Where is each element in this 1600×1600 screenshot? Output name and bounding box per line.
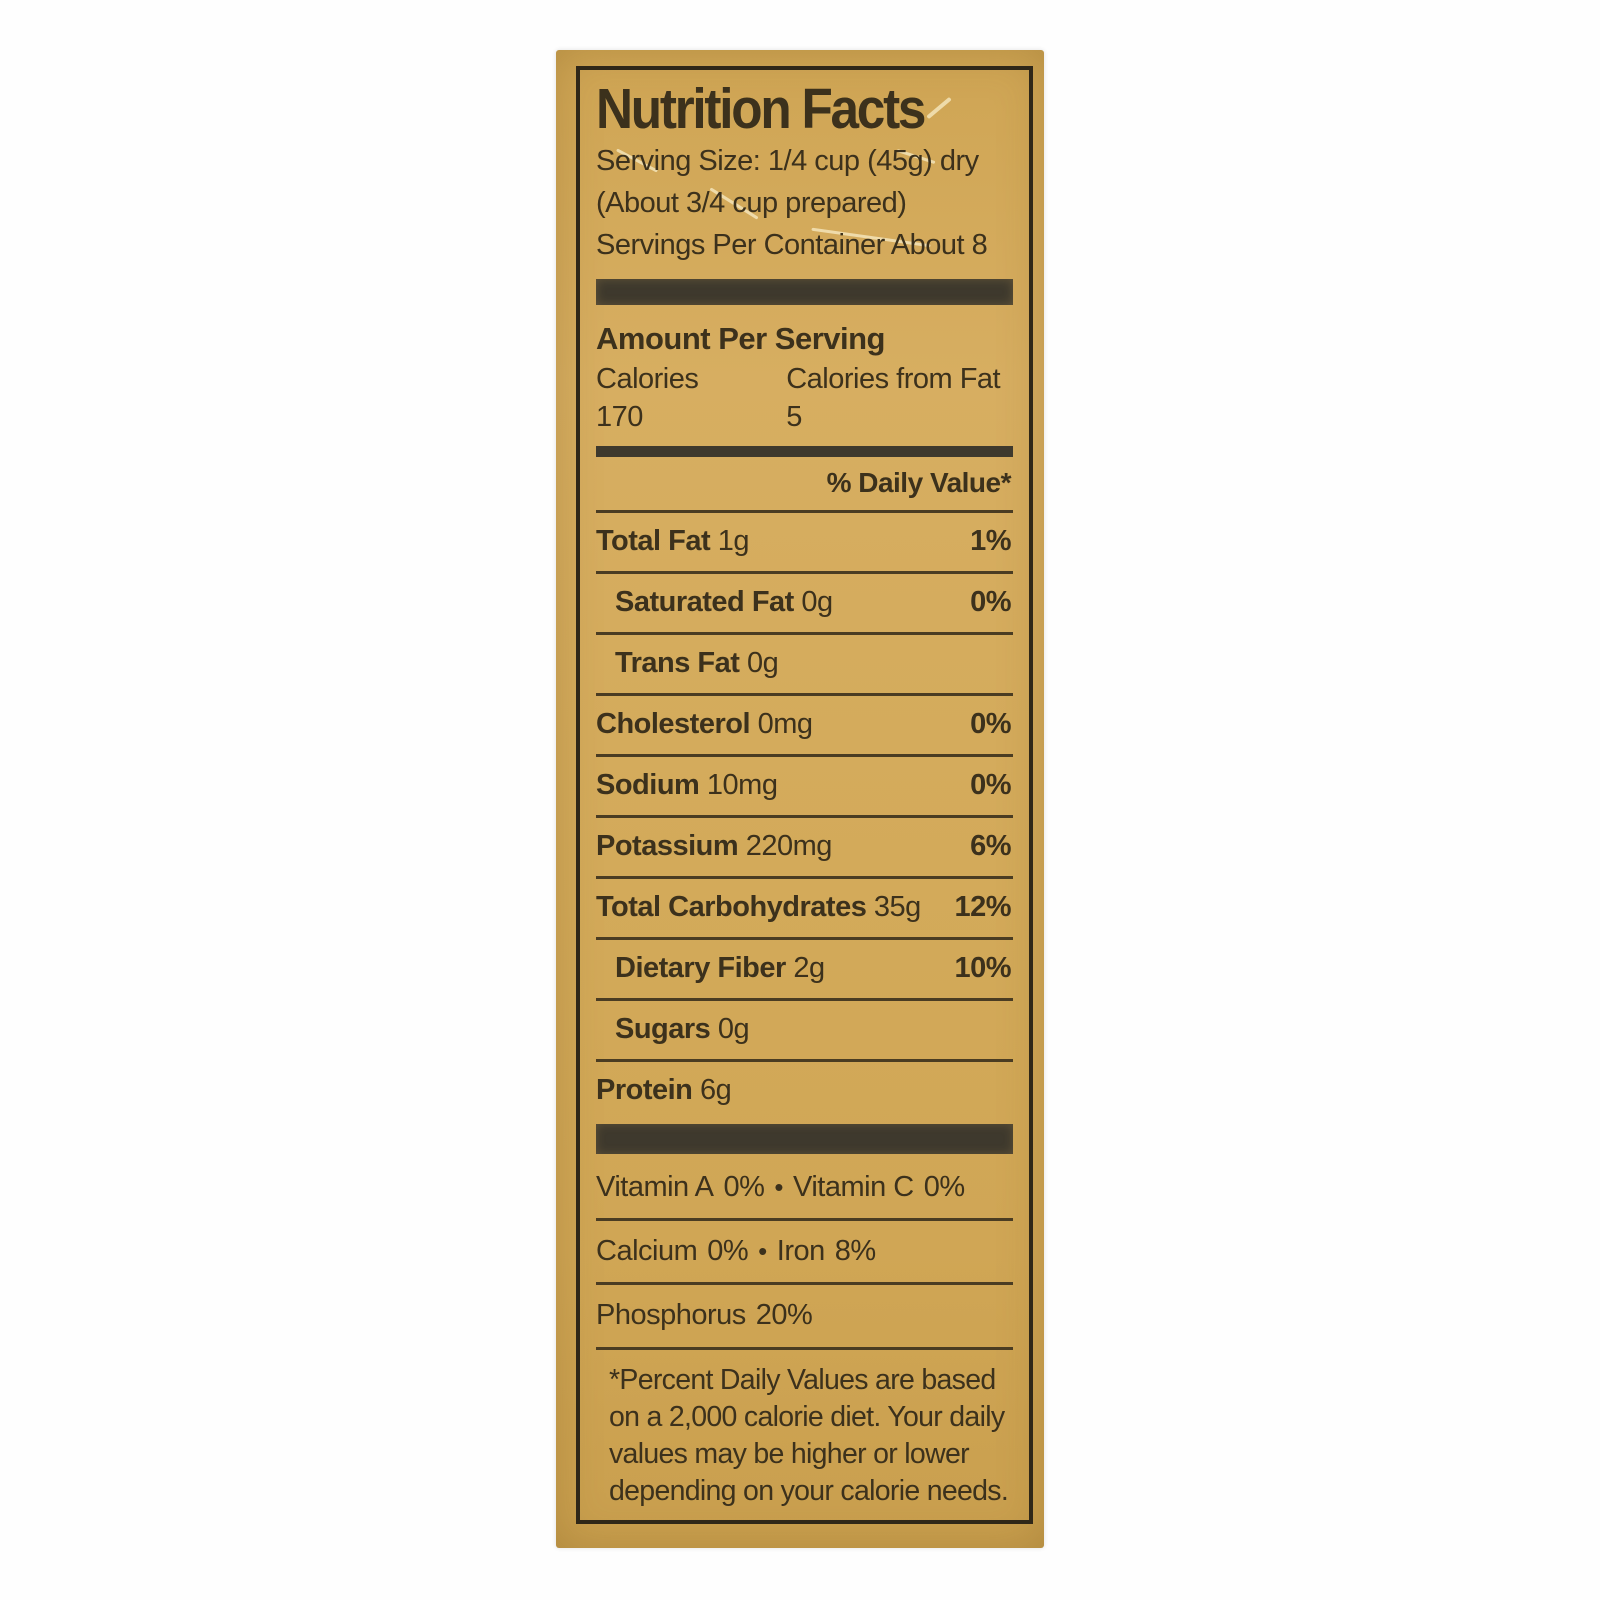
nutrient-row-trans-fat: Trans Fat 0g — [596, 632, 1013, 693]
micro-value: 20% — [755, 1299, 813, 1332]
nutrient-name: Saturated Fat — [615, 586, 794, 619]
micro-name: Phosphorus — [596, 1299, 746, 1332]
nutrient-name: Total Fat — [596, 525, 711, 558]
nutrient-daily-value: 1% — [970, 525, 1011, 558]
nutrient-row-sugars: Sugars 0g — [596, 998, 1013, 1059]
nutrient-amount: 10mg — [706, 769, 778, 802]
nutrient-name: Protein — [596, 1074, 693, 1107]
nutrient-row-dietary-fiber: Dietary Fiber 2g 10% — [596, 937, 1013, 998]
nutrient-row-total-carbohydrates: Total Carbohydrates 35g 12% — [596, 876, 1013, 937]
nutrient-row-saturated-fat: Saturated Fat 0g 0% — [596, 571, 1013, 632]
nutrient-daily-value: 0% — [970, 769, 1011, 802]
nutrient-daily-value: 10% — [954, 952, 1011, 985]
daily-value-header: % Daily Value* — [826, 467, 1012, 499]
nutrient-row-total-fat: Total Fat 1g 1% — [596, 510, 1013, 571]
micro-value: 0% — [723, 1171, 765, 1204]
label-title-text: Nutrition Facts — [596, 77, 926, 141]
label-title: Nutrition Facts — [596, 78, 1013, 140]
micronutrient-row-phosphorus: Phosphorus 20% — [596, 1282, 1013, 1346]
micronutrient-row-calcium-iron: Calcium 0% • Iron 8% — [596, 1218, 1013, 1282]
nutrient-daily-value: 0% — [970, 708, 1011, 741]
nutrient-name: Potassium — [596, 830, 739, 863]
bullet-separator: • — [758, 1236, 767, 1267]
nutrition-label: Nutrition Facts Serving Size: 1/4 cup (4… — [556, 50, 1044, 1548]
micro-name: Iron — [776, 1235, 825, 1268]
nutrient-amount: 0g — [747, 647, 779, 680]
section-divider-bar — [596, 1124, 1013, 1155]
nutrient-name: Cholesterol — [596, 708, 751, 741]
section-divider-bar — [596, 279, 1013, 306]
micro-value: 8% — [834, 1235, 876, 1268]
amount-per-serving-heading: Amount Per Serving — [596, 321, 886, 357]
micro-name: Calcium — [596, 1235, 698, 1268]
nutrient-row-sodium: Sodium 10mg 0% — [596, 754, 1013, 815]
micro-value: 0% — [923, 1171, 965, 1204]
micro-name: Vitamin A — [596, 1171, 714, 1204]
nutrient-name: Trans Fat — [615, 647, 740, 680]
nutrient-amount: 0mg — [757, 708, 813, 741]
nutrient-name: Total Carbohydrates — [596, 891, 867, 924]
serving-size-line: Serving Size: 1/4 cup (45g) dry — [596, 145, 979, 177]
calories-row: Calories 170 Calories from Fat 5 — [596, 360, 1013, 436]
nutrient-amount: 220mg — [745, 830, 833, 863]
micronutrient-row-vitamins: Vitamin A 0% • Vitamin C 0% — [596, 1154, 1013, 1218]
calories-from-fat-value: Calories from Fat 5 — [786, 363, 1001, 434]
nutrient-row-potassium: Potassium 220mg 6% — [596, 815, 1013, 876]
nutrient-amount: 0g — [801, 586, 833, 619]
nutrient-row-cholesterol: Cholesterol 0mg 0% — [596, 693, 1013, 754]
section-divider-bar — [596, 446, 1013, 458]
nutrient-daily-value: 0% — [970, 586, 1011, 619]
spacer — [746, 360, 786, 436]
nutrient-row-protein: Protein 6g — [596, 1059, 1013, 1120]
nutrient-amount: 1g — [717, 525, 750, 558]
bullet-separator: • — [774, 1172, 784, 1203]
nutrient-name: Sodium — [596, 769, 700, 802]
nutrient-daily-value: 6% — [970, 830, 1011, 863]
nutrient-amount: 2g — [793, 952, 825, 985]
nutrient-daily-value: 12% — [954, 891, 1011, 924]
micro-value: 0% — [707, 1235, 749, 1268]
nutrient-name: Dietary Fiber — [615, 952, 786, 985]
nutrient-name: Sugars — [615, 1013, 711, 1046]
nutrient-amount: 0g — [717, 1013, 750, 1046]
micro-name: Vitamin C — [793, 1171, 914, 1204]
serving-note-line: (About 3/4 cup prepared) — [596, 187, 907, 219]
calories-value: Calories 170 — [596, 363, 699, 434]
nutrient-amount: 6g — [699, 1074, 732, 1107]
servings-per-container-line: Servings Per Container About 8 — [596, 229, 988, 261]
daily-value-footnote: *Percent Daily Values are based on a 2,0… — [596, 1347, 1013, 1510]
label-border-frame: Nutrition Facts Serving Size: 1/4 cup (4… — [576, 66, 1033, 1524]
nutrient-amount: 35g — [873, 891, 921, 924]
